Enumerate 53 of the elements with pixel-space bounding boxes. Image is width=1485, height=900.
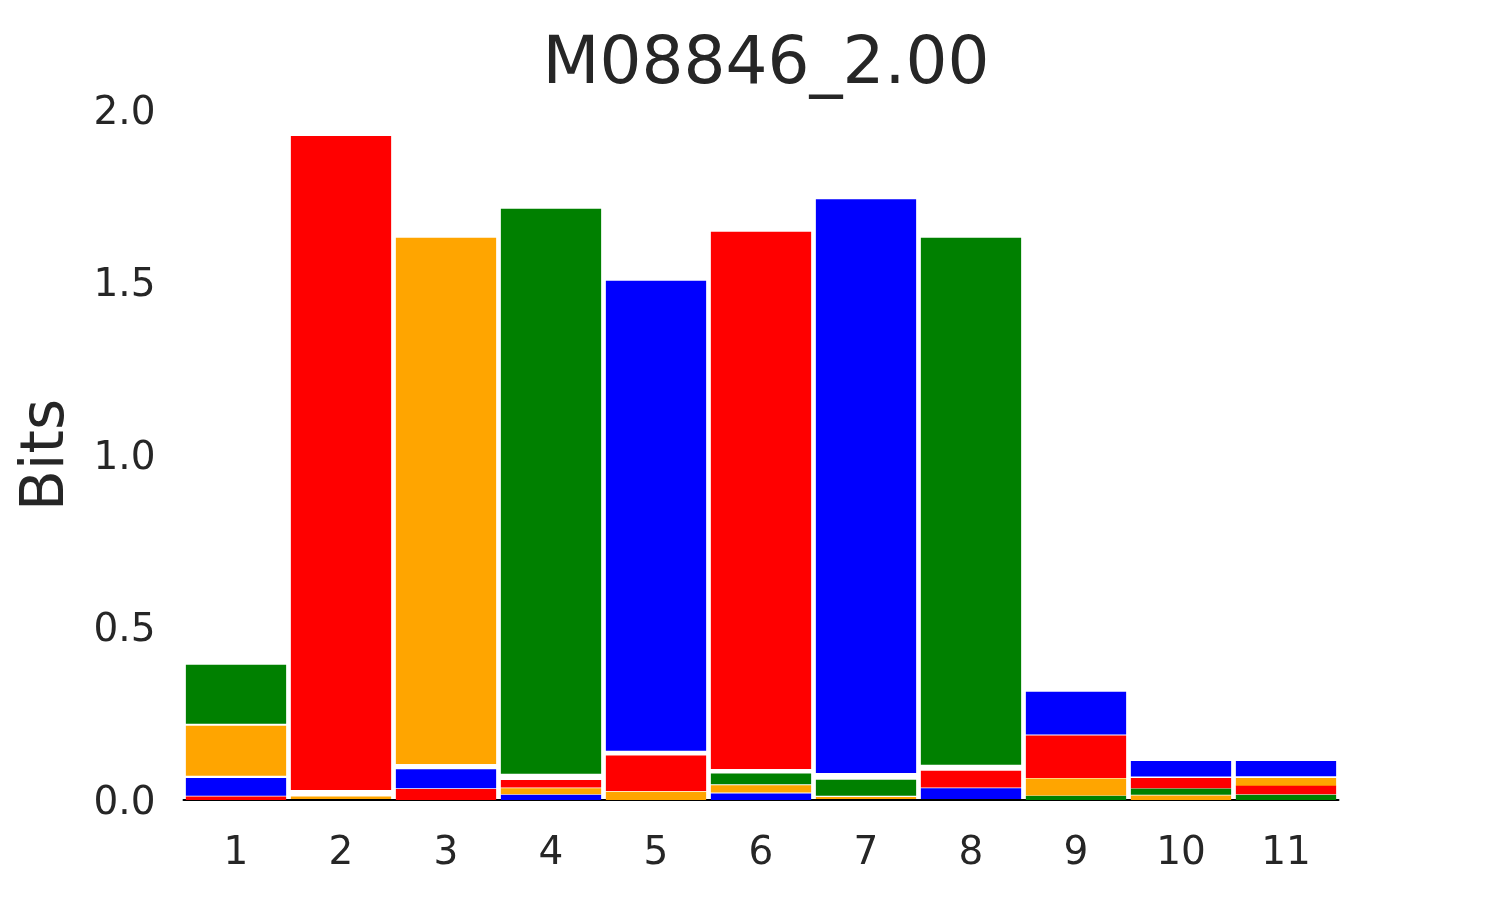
bar [1130,788,1232,795]
bar [1025,735,1127,778]
x-tick-label: 4 [538,828,564,873]
bar [1235,794,1337,800]
x-tick-label: 2 [328,828,354,873]
bar [500,779,602,788]
x-tick-label: 7 [853,828,879,873]
bar [395,237,497,765]
y-tick-label: 2.0 [93,87,156,133]
bar [710,793,812,800]
bar [1025,795,1127,800]
y-tick-label: 0.0 [93,777,156,823]
bar [1235,777,1337,787]
bar [710,785,812,793]
bar [920,237,1022,765]
bar [815,796,917,799]
bar [710,773,812,785]
bar [395,788,497,800]
bar [605,791,707,800]
bar [710,231,812,769]
bar [815,779,917,796]
x-tick-label: 9 [1063,828,1089,873]
bar [290,135,392,790]
bar [500,208,602,774]
y-tick-label: 1.0 [93,432,156,478]
x-tick-label: 5 [643,828,669,873]
bar [395,769,497,789]
bar [500,794,602,800]
bar [185,664,287,724]
y-tick-label: 1.5 [93,260,156,305]
bar [1235,761,1337,777]
x-tick-label: 8 [958,828,984,873]
y-axis-title: Bits [6,398,77,512]
x-tick-label: 10 [1156,828,1206,873]
bar [815,199,917,774]
bar [1025,691,1127,735]
x-tick-label: 11 [1261,828,1311,873]
x-tick-label: 1 [223,828,249,873]
bar [605,280,707,751]
x-tick-label: 6 [748,828,774,873]
bar [500,788,602,795]
y-tick-label: 0.5 [93,605,156,650]
bar [605,755,707,792]
bar [1235,785,1337,795]
bar [1025,778,1127,796]
bar [920,770,1022,788]
bar [1130,777,1232,789]
bar [1130,761,1232,777]
bar [185,777,287,796]
x-tick-label: 3 [433,828,459,873]
bar [920,788,1022,799]
chart-title: M08846_2.00 [542,21,990,99]
bar [185,725,287,776]
